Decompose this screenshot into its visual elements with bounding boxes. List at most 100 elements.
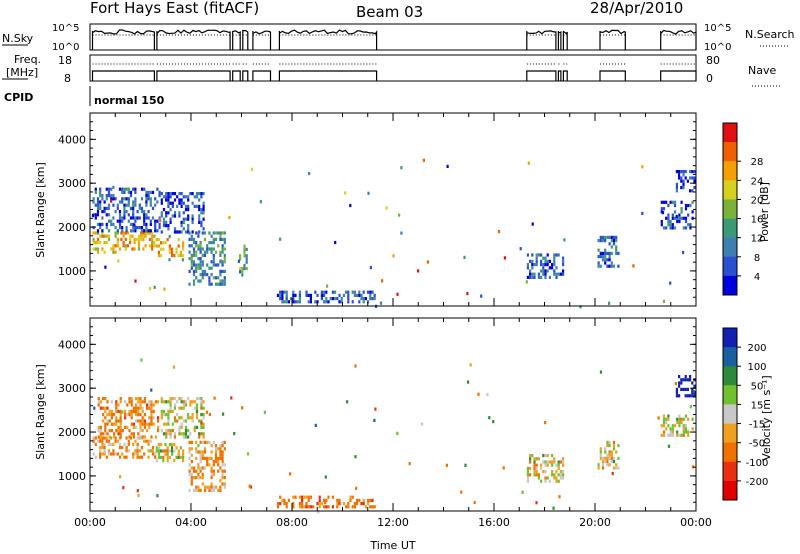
echo-cell: [548, 266, 551, 270]
echo-cell: [263, 410, 266, 414]
echo-cell: [686, 387, 689, 391]
freq-label: Freq.: [14, 53, 41, 66]
echo-cell: [562, 463, 565, 467]
echo-cell: [246, 452, 250, 456]
echo-cell: [92, 439, 95, 443]
echo-cell: [190, 460, 193, 464]
echo-cell: [158, 216, 161, 220]
echo-cell: [103, 446, 106, 450]
echo-cell: [167, 227, 170, 231]
echo-cell: [160, 400, 163, 404]
echo-cell: [139, 425, 142, 429]
echo-cell: [168, 455, 171, 459]
echo-cell: [190, 440, 193, 444]
echo-cell: [351, 505, 354, 509]
echo-cell: [203, 440, 207, 444]
echo-cell: [156, 229, 159, 233]
echo-cell: [610, 235, 613, 239]
freq-trace-segment: [232, 70, 241, 81]
noise-panel: N.Sky 10^5 10^0 10^5 10^0 N.Search: [2, 23, 795, 53]
echo-cell: [182, 244, 185, 248]
echo-cell: [221, 482, 224, 486]
y-tick-label: 4000: [58, 133, 86, 146]
echo-cell: [173, 214, 177, 218]
echo-cell: [107, 187, 111, 191]
echo-cell: [143, 222, 146, 226]
echo-cell: [301, 502, 304, 506]
echo-cell: [178, 416, 181, 420]
colorbar-segment: [723, 480, 737, 501]
echo-cell: [400, 231, 403, 235]
echo-cell: [154, 219, 157, 223]
nsky-trace-segment: [557, 31, 562, 50]
echo-cell: [143, 452, 146, 456]
echo-cell: [202, 435, 205, 439]
nsky-trace-segment: [526, 30, 557, 50]
echo-cell: [599, 255, 602, 259]
echo-cell: [555, 275, 558, 279]
echo-cell: [107, 190, 111, 194]
echo-cell: [101, 442, 104, 446]
echo-cell: [223, 476, 226, 480]
echo-cell: [162, 208, 166, 212]
echo-cell: [118, 222, 122, 226]
echo-cell: [597, 463, 600, 467]
echo-cell: [155, 238, 158, 242]
echo-cell: [208, 241, 211, 245]
echo-cell: [305, 495, 308, 499]
echo-cell: [99, 226, 102, 230]
echo-cell: [689, 375, 692, 379]
echo-cell: [601, 251, 605, 255]
echo-cell: [662, 207, 666, 211]
echo-cell: [104, 432, 107, 436]
echo-cell: [160, 211, 163, 215]
echo-cell: [287, 498, 290, 502]
echo-cell: [599, 264, 602, 268]
echo-cell: [175, 247, 178, 251]
echo-cell: [162, 247, 165, 251]
echo-cell: [223, 269, 226, 273]
nave-label: Nave: [748, 64, 776, 77]
echo-cell: [201, 260, 204, 264]
echo-cell: [103, 452, 106, 456]
echo-cell: [132, 229, 135, 233]
echo-cell: [184, 425, 188, 429]
echo-cell: [141, 400, 144, 404]
echo-cell: [675, 391, 678, 395]
echo-cell: [110, 436, 113, 440]
echo-cell: [601, 463, 605, 467]
echo-cell: [525, 280, 528, 284]
echo-cell: [151, 206, 155, 210]
echo-cell: [103, 442, 106, 446]
echo-cell: [130, 422, 133, 426]
echo-cell: [198, 192, 201, 196]
echo-cell: [123, 216, 126, 220]
echo-cell: [178, 432, 181, 436]
echo-cell: [191, 192, 194, 196]
echo-cell: [139, 397, 142, 401]
echo-cell: [198, 217, 201, 221]
echo-cell: [189, 400, 192, 404]
echo-cell: [187, 224, 190, 228]
echo-cell: [187, 214, 190, 218]
echo-cell: [150, 435, 153, 439]
echo-cell: [160, 429, 163, 433]
echo-cell: [178, 211, 181, 215]
echo-cell: [114, 436, 117, 440]
echo-cell: [201, 472, 204, 476]
freq-trace-segment: [599, 70, 626, 81]
echo-cell: [135, 237, 138, 241]
cpid-row: CPID normal 150: [4, 86, 165, 107]
echo-cell: [190, 266, 193, 270]
echo-cell: [544, 479, 547, 483]
echo-cell: [182, 459, 185, 463]
echo-cell: [608, 264, 611, 268]
echo-cell: [292, 290, 295, 294]
echo-cell: [127, 197, 130, 201]
echo-cell: [132, 422, 135, 426]
echo-cell: [129, 237, 132, 241]
echo-cell: [195, 269, 198, 273]
echo-cell: [190, 476, 193, 480]
echo-cell: [147, 197, 150, 201]
echo-cell: [104, 425, 107, 429]
